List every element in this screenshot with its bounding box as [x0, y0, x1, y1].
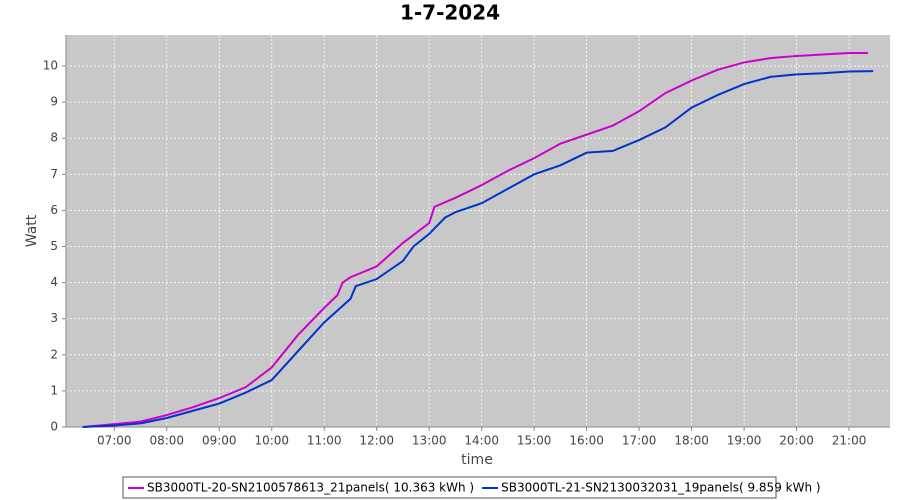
x-tick-label: 13:00 [412, 434, 447, 448]
x-tick-label: 10:00 [254, 434, 289, 448]
x-tick-label: 15:00 [517, 434, 552, 448]
y-tick-label: 5 [50, 239, 58, 253]
x-tick-label: 08:00 [149, 434, 184, 448]
x-tick-label: 21:00 [832, 434, 867, 448]
x-tick-label: 20:00 [779, 434, 814, 448]
y-tick-label: 6 [50, 203, 58, 217]
chart-title: 1-7-2024 [400, 1, 500, 25]
series-line [82, 51, 868, 428]
y-tick-label: 2 [50, 347, 58, 361]
y-tick-label: 8 [50, 131, 58, 145]
x-tick-label: 12:00 [359, 434, 394, 448]
x-axis-label: time [461, 452, 493, 468]
x-tick-label: 07:00 [97, 434, 132, 448]
x-tick-label: 18:00 [674, 434, 709, 448]
x-tick-label: 19:00 [727, 434, 762, 448]
y-tick-label: 7 [50, 167, 58, 181]
y-tick-label: 0 [50, 420, 58, 434]
y-tick-label: 4 [50, 275, 58, 289]
x-tick-label: 09:00 [202, 434, 237, 448]
x-tick-label: 16:00 [569, 434, 604, 448]
x-tick-label: 17:00 [622, 434, 657, 448]
y-axis-label: Watt [24, 214, 40, 247]
y-tick-label: 1 [50, 383, 58, 397]
plot-area [66, 35, 890, 427]
y-tick-label: 10 [43, 59, 58, 73]
legend-label: SB3000TL-21-SN2130032031_19panels( 9.859… [501, 481, 820, 495]
series-line [82, 70, 874, 428]
y-tick-label: 3 [50, 311, 58, 325]
legend-label: SB3000TL-20-SN2100578613_21panels( 10.36… [147, 481, 474, 495]
x-tick-label: 14:00 [464, 434, 499, 448]
x-tick-label: 11:00 [307, 434, 342, 448]
legend [122, 476, 777, 499]
y-tick-label: 9 [50, 95, 58, 109]
